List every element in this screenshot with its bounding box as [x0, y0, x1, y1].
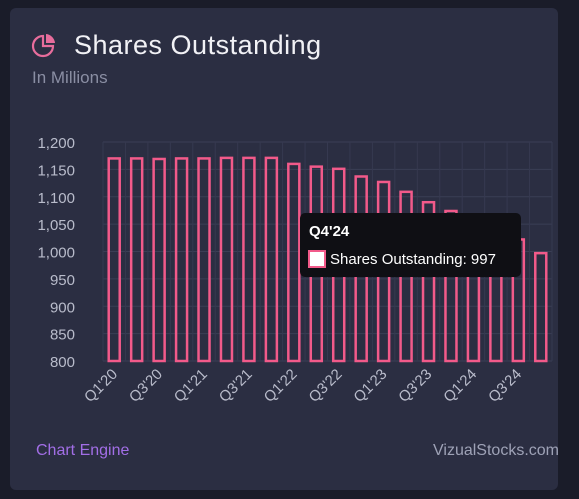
bar	[107, 157, 121, 363]
bar	[219, 156, 234, 363]
x-tick-label: Q3'22	[306, 366, 346, 406]
tooltip-swatch	[308, 250, 326, 268]
y-tick-label: 1,100	[37, 190, 75, 207]
bar	[242, 156, 256, 363]
y-tick-label: 1,200	[37, 135, 75, 152]
tooltip-text: Shares Outstanding: 997	[330, 250, 496, 268]
bar	[444, 209, 458, 363]
x-tick-label: Q1'24	[440, 366, 480, 406]
bar	[152, 157, 166, 363]
x-tick-label: Q3'20	[126, 366, 166, 406]
x-tick-label: Q1'22	[261, 366, 301, 406]
bar	[287, 162, 301, 363]
y-tick-label: 850	[50, 327, 75, 344]
x-tick-label: Q1'21	[171, 366, 211, 406]
chart-header: Shares Outstanding	[30, 30, 322, 61]
bar	[129, 157, 144, 363]
y-tick-label: 800	[50, 354, 75, 371]
bar	[264, 156, 279, 363]
y-tick-label: 950	[50, 272, 75, 289]
y-tick-label: 1,000	[37, 245, 75, 262]
source-credit: VizualStocks.com	[433, 442, 559, 459]
chart-subtitle: In Millions	[32, 68, 108, 87]
bar	[197, 157, 211, 363]
chart-engine-link[interactable]: Chart Engine	[36, 442, 130, 459]
tooltip-title: Q4'24	[309, 223, 350, 240]
x-tick-label: Q1'20	[81, 366, 121, 406]
bar	[534, 251, 548, 363]
x-tick-label: Q3'21	[216, 366, 256, 406]
y-tick-label: 1,050	[37, 217, 75, 234]
x-tick-label: Q3'23	[395, 366, 435, 406]
x-tick-label: Q3'24	[485, 366, 525, 406]
chart-title: Shares Outstanding	[74, 30, 322, 60]
bar	[174, 157, 189, 363]
bar	[421, 200, 436, 363]
y-tick-label: 900	[50, 299, 75, 316]
tooltip-row: Shares Outstanding: 997	[308, 250, 496, 268]
y-tick-label: 1,150	[37, 162, 75, 179]
x-tick-label: Q1'23	[350, 366, 390, 406]
pie-chart-icon	[31, 33, 55, 57]
chart-tooltip: Q4'24 Shares Outstanding: 997	[300, 213, 521, 277]
